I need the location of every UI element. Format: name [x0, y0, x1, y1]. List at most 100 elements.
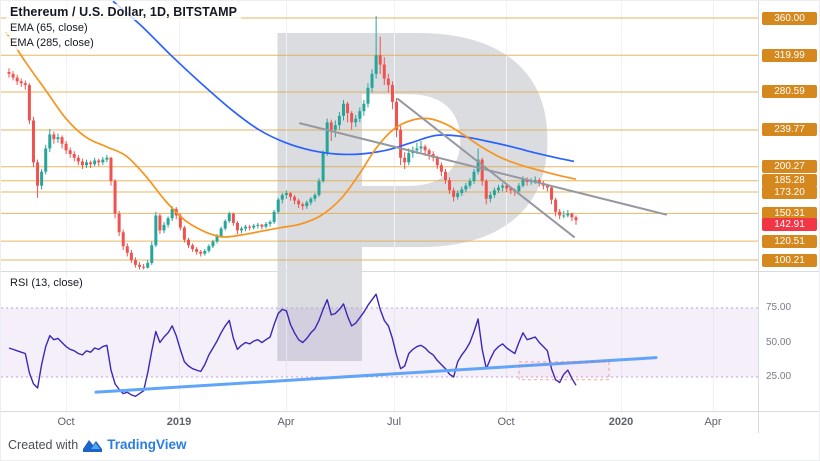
candle-body [439, 165, 443, 172]
candle-body [117, 213, 121, 233]
candle-body [231, 213, 235, 223]
watermark-letter: P [236, 0, 566, 461]
candle-body [341, 103, 345, 116]
candle-body [399, 129, 403, 158]
candle-body [456, 193, 460, 197]
price-level-badge: 120.51 [762, 235, 817, 248]
candle-body [27, 85, 31, 121]
candle-body [264, 223, 268, 227]
candle-body [256, 224, 260, 226]
time-axis-label: Jul [386, 416, 402, 428]
candle-body [60, 137, 64, 144]
price-level-badge: 200.27 [762, 160, 817, 173]
candle-body [109, 157, 113, 182]
candle-body [423, 146, 427, 151]
candle-body [244, 226, 248, 229]
candle-body [293, 196, 297, 201]
candle-body [23, 83, 27, 86]
candle-body [476, 159, 480, 172]
candle-body [76, 157, 80, 162]
candle-body [484, 181, 488, 199]
candle-body [346, 103, 350, 114]
price-level-badge: 319.99 [762, 49, 817, 62]
candle-body [325, 122, 329, 154]
candle-body [40, 171, 44, 186]
candle-body [125, 246, 129, 253]
candle-body [358, 111, 362, 119]
candle-body [138, 264, 142, 267]
price-level-badge: 280.59 [762, 85, 817, 98]
candle-body [36, 162, 40, 186]
candle-body [566, 213, 570, 216]
main-legend: Ethereum / U.S. Dollar, 1D, BITSTAMP EMA… [6, 4, 242, 51]
ema65-line [5, 31, 577, 238]
candle-body [545, 185, 549, 188]
candle-body [435, 157, 439, 166]
candle-body [452, 190, 456, 197]
candle-body [101, 159, 105, 163]
candle-body [570, 213, 574, 218]
candle-body [142, 266, 146, 268]
time-axis[interactable]: Oct 2019 Apr Jul Oct 2020 Apr [1, 411, 758, 433]
panel-separator[interactable] [1, 271, 819, 272]
rsi-legend[interactable]: RSI (13, close) [6, 276, 87, 290]
candle-body [297, 200, 301, 205]
candle-body [276, 199, 280, 212]
candle-body [219, 228, 223, 236]
candle-body [203, 250, 207, 254]
candle-body [240, 228, 244, 231]
tradingview-logo-icon[interactable] [83, 437, 103, 452]
ema285-legend[interactable]: EMA (285, close) [6, 36, 98, 50]
candle-body [533, 180, 537, 182]
candle-body [215, 235, 219, 242]
time-axis-separator [1, 411, 819, 412]
price-trendline [299, 122, 667, 216]
time-axis-label: Apr [277, 416, 295, 428]
candle-body [521, 179, 525, 186]
time-axis-label: 2019 [166, 416, 192, 428]
candle-body [15, 77, 19, 82]
price-level-badge: 100.21 [762, 254, 817, 267]
candle-body [537, 180, 541, 183]
candle-body [19, 81, 23, 84]
candle-body [321, 153, 325, 182]
price-level-badge: 185.28 [762, 174, 817, 187]
candle-body [480, 159, 484, 182]
candle-body [133, 260, 137, 265]
candle-body [427, 150, 431, 155]
candle-body [105, 157, 109, 160]
candle-body [146, 262, 150, 268]
created-with-text: Created with [8, 437, 79, 452]
candle-body [68, 150, 72, 155]
candle-body [64, 143, 68, 151]
price-axis[interactable]: 360.00 319.99 280.59 239.77 200.27 185.28 173.… [759, 1, 819, 433]
candle-body [374, 55, 378, 74]
candle-body [562, 215, 566, 217]
candle-body [154, 215, 158, 246]
price-axis-separator [758, 1, 759, 433]
candle-body [366, 87, 370, 104]
symbol-title[interactable]: Ethereum / U.S. Dollar, 1D, BITSTAMP [6, 4, 242, 20]
ema65-legend[interactable]: EMA (65, close) [6, 21, 92, 35]
tradingview-link[interactable]: TradingView [107, 437, 187, 452]
candle-body [284, 193, 288, 195]
candle-body [354, 118, 358, 123]
candle-body [89, 162, 93, 165]
candle-body [268, 222, 272, 224]
candle-body [31, 120, 35, 163]
candle-body [350, 113, 354, 123]
candle-body [468, 181, 472, 186]
candle-body [52, 134, 56, 140]
candle-body [337, 115, 341, 126]
candle-body [11, 73, 15, 78]
candle-body [448, 180, 452, 191]
candle-body [7, 72, 11, 74]
candle-body [288, 193, 292, 197]
candle-body [574, 217, 578, 221]
candle-body [558, 211, 562, 216]
candle-body [329, 122, 333, 130]
candle-body [550, 187, 554, 200]
candle-body [129, 252, 133, 261]
candle-body [211, 241, 215, 247]
price-chart-canvas[interactable] [1, 1, 758, 411]
